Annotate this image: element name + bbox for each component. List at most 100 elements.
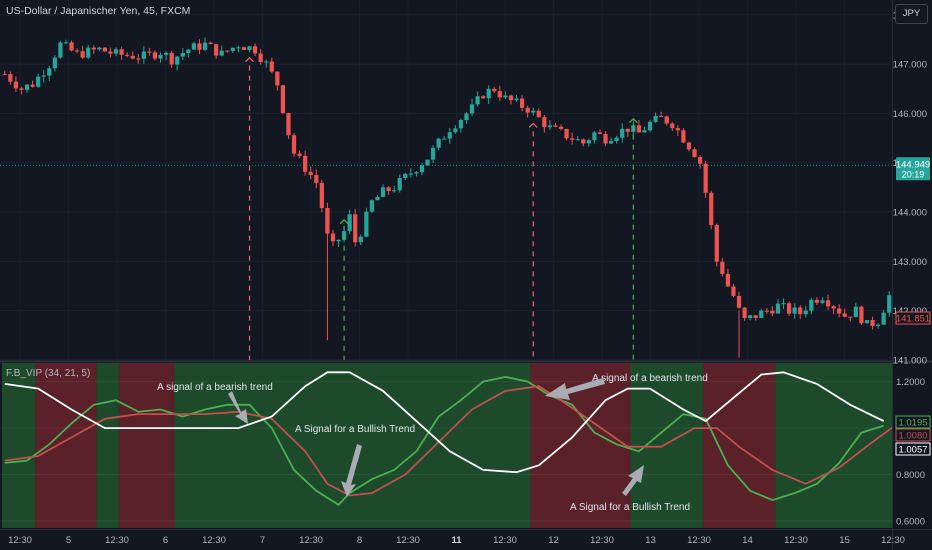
candle-body: [620, 128, 625, 138]
candle-body: [141, 51, 146, 59]
candle-body: [497, 91, 502, 98]
candle-body: [469, 104, 475, 114]
candle-body: [386, 187, 391, 192]
candle-body: [74, 50, 80, 52]
candle-body: [753, 315, 758, 318]
time-tick-label: 12:30: [105, 535, 129, 546]
signal-markers: [245, 56, 638, 360]
indicator-tick-label: 0.8000: [896, 470, 925, 481]
candle-body: [670, 123, 675, 129]
candle-body: [419, 165, 425, 173]
candle-body: [625, 128, 630, 132]
candle-body: [330, 233, 336, 242]
candle-body: [113, 49, 119, 54]
candle-body: [798, 307, 803, 315]
time-tick-label: 12:30: [202, 535, 226, 546]
candle-body: [347, 214, 352, 232]
symbol-title[interactable]: US-Dollar / Japanischer Yen, 45, FXCM: [6, 5, 191, 17]
candle-body: [547, 125, 553, 128]
candle-body: [803, 310, 808, 315]
candle-body: [369, 200, 375, 212]
candle-body: [447, 132, 452, 139]
time-tick-label: 12:30: [396, 535, 420, 546]
candle-body: [97, 47, 102, 50]
candle-body: [842, 313, 847, 317]
candle-body: [286, 113, 291, 136]
candle-body: [47, 68, 52, 76]
candle-body: [820, 300, 825, 303]
annotation-bullish-2-text: A Signal for a Bullish Trend: [570, 502, 690, 513]
candle-body: [464, 113, 469, 121]
candle-body: [519, 98, 525, 108]
candle-body: [570, 138, 575, 140]
candle-body: [230, 47, 235, 52]
candle-body: [542, 117, 547, 128]
candle-body: [208, 42, 213, 45]
candle-body: [80, 51, 85, 58]
candle-body: [375, 196, 380, 201]
candle-body: [308, 171, 313, 176]
candle-body: [870, 320, 875, 326]
indicator-tick-label: 1.2000: [896, 377, 925, 388]
candle-body: [430, 147, 436, 160]
time-tick-label: 12:30: [687, 535, 711, 546]
candle-body: [336, 239, 341, 242]
candle-body: [492, 88, 497, 92]
candle-body: [887, 295, 892, 313]
price-candles: [2, 37, 892, 358]
candle-body: [152, 52, 158, 59]
candle-body: [636, 125, 642, 133]
indicator-line-slow: [4, 385, 896, 497]
indicator-value-badge-slow: [895, 428, 931, 442]
candle-body: [24, 84, 30, 90]
candle-body: [814, 299, 820, 303]
bearish-signal-arrow: [528, 122, 538, 128]
time-tick-label: 12:30: [590, 535, 614, 546]
candle-body: [581, 139, 586, 144]
zone-bearish: [35, 363, 97, 528]
candle-body: [592, 132, 597, 141]
price-tick-label: 141.000: [893, 356, 927, 367]
candle-body: [236, 47, 241, 49]
candle-body: [2, 73, 7, 75]
candle-body: [531, 110, 536, 113]
candle-body: [697, 157, 703, 164]
annotation-bearish-2-text: A signal of a bearish trend: [592, 373, 708, 384]
indicator-value-osc: 1.0057: [898, 445, 927, 456]
price-tick-label: 147.000: [893, 60, 927, 71]
candle-body: [608, 141, 614, 144]
indicator-label[interactable]: F.B_VIP (34, 21, 5): [6, 368, 91, 379]
candle-body: [436, 138, 441, 148]
candle-body: [353, 214, 358, 243]
candle-body: [475, 96, 480, 105]
candle-body: [458, 120, 464, 129]
candle-body: [792, 307, 797, 314]
candle-body: [603, 133, 608, 144]
zone-bullish: [2, 363, 36, 528]
candle-body: [642, 130, 647, 133]
time-tick-label: 12:30: [784, 535, 808, 546]
time-tick-label: 8: [357, 535, 362, 546]
candle-body: [720, 261, 725, 274]
candle-body: [859, 306, 864, 324]
currency-button[interactable]: JPY: [895, 4, 928, 24]
time-tick-label: 12:30: [493, 535, 517, 546]
zone-bullish: [174, 363, 531, 528]
indicator-background-zones: [2, 363, 892, 528]
candle-body: [247, 46, 252, 50]
candle-body: [8, 74, 13, 82]
candle-body: [41, 75, 46, 77]
price-axis-background: [892, 0, 932, 550]
candle-body: [425, 159, 430, 166]
time-tick-label: 12:30: [299, 535, 323, 546]
candle-body: [325, 208, 330, 234]
candle-body: [414, 172, 419, 174]
indicator-gridlines: [0, 381, 892, 522]
annotation-arrow-bullish-2: [622, 465, 644, 496]
candle-body: [686, 142, 692, 150]
candle-body: [13, 81, 19, 89]
candle-body: [659, 115, 664, 117]
